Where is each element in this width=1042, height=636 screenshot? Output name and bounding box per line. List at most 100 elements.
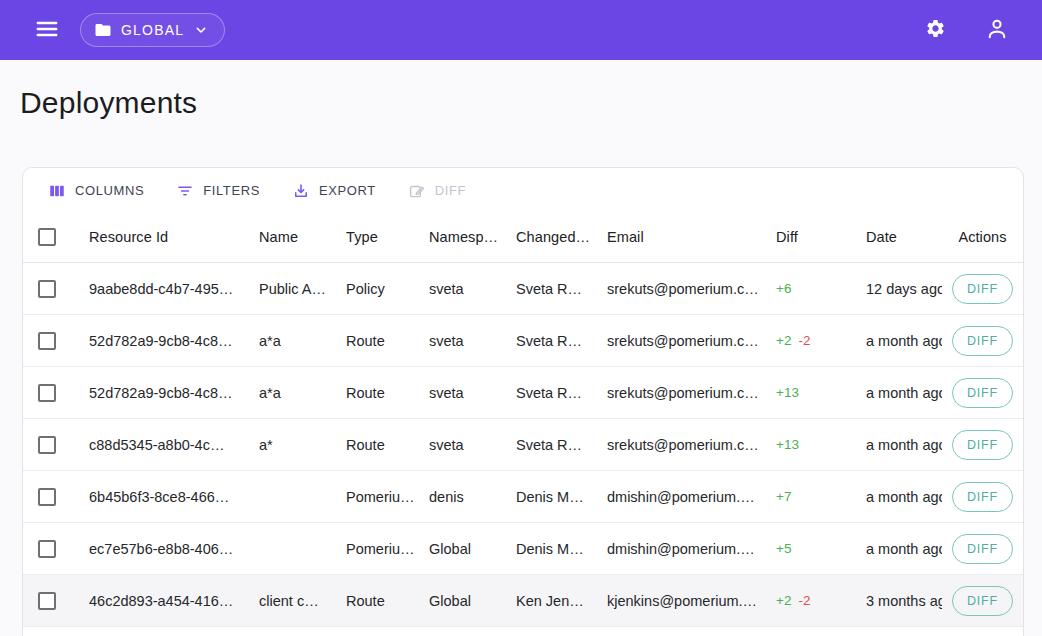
cell-select [23,591,89,609]
table-row[interactable]: c88d5345-a8b0-4c… a* Route sveta Sveta R… [23,419,1023,471]
row-diff-button[interactable]: DIFF [952,430,1013,460]
table-row[interactable]: 46c2d893-a454-416… client c… Route Globa… [23,575,1023,627]
row-diff-button[interactable]: DIFF [952,482,1013,512]
cell-email: srekuts@pomerium.c… [607,281,776,297]
row-diff-button[interactable]: DIFF [952,326,1013,356]
cell-changed-by: Denis M… [516,541,607,557]
cell-name: client c… [259,593,346,609]
namespace-label: GLOBAL [121,22,184,38]
account-button[interactable] [980,13,1014,47]
cell-diff: +5 [776,541,866,556]
table-row[interactable]: ec7e57b6-e8b8-406… Pomeriu… Global Denis… [23,523,1023,575]
cell-date: 3 months ago [866,593,942,609]
table-row[interactable]: 52d782a9-9cb8-4c8… a*a Route sveta Sveta… [23,367,1023,419]
filters-button-label: FILTERS [203,183,260,198]
cell-actions: DIFF [942,482,1023,512]
column-header-changed-by: Changed… [516,229,607,245]
table-toolbar: COLUMNS FILTERS EXPORT DIFF [23,168,1023,211]
select-all-checkbox[interactable] [38,228,56,246]
cell-email: srekuts@pomerium.c… [607,385,776,401]
cell-namespace: denis [429,489,516,505]
cell-namespace: Global [429,541,516,557]
column-header-date: Date [866,229,942,245]
deployments-card: COLUMNS FILTERS EXPORT DIFF [22,167,1024,636]
cell-changed-by: Sveta R… [516,333,607,349]
diff-added: +2 [776,333,791,348]
cell-date: a month ago [866,333,942,349]
column-header-namespace: Namesp… [429,229,516,245]
cell-changed-by: Denis M… [516,489,607,505]
cell-type: Policy [346,281,429,297]
cell-select [23,383,89,401]
folder-icon [94,21,112,39]
row-diff-button[interactable]: DIFF [952,274,1013,304]
cell-namespace: sveta [429,385,516,401]
cell-date: a month ago [866,437,942,453]
cell-actions: DIFF [942,378,1023,408]
row-checkbox[interactable] [38,280,56,298]
cell-date: 12 days ago [866,281,942,297]
cell-name: a* [259,437,346,453]
export-button-label: EXPORT [319,183,376,198]
cell-resource-id: 6b45b6f3-8ce8-466… [89,489,259,505]
table-body: 9aabe8dd-c4b7-495… Public A… Policy svet… [23,263,1023,627]
row-checkbox[interactable] [38,540,56,558]
diff-added: +7 [776,489,791,504]
cell-namespace: sveta [429,437,516,453]
cell-type: Pomeriu… [346,489,429,505]
export-button[interactable]: EXPORT [279,175,389,207]
column-header-type: Type [346,229,429,245]
cell-date: a month ago [866,385,942,401]
table-row[interactable]: 6b45b6f3-8ce8-466… Pomeriu… denis Denis … [23,471,1023,523]
row-diff-button[interactable]: DIFF [952,586,1013,616]
columns-button[interactable]: COLUMNS [35,175,157,207]
diff-added: +13 [776,385,799,400]
diff-toolbar-button-label: DIFF [435,183,466,198]
chevron-down-icon [193,22,209,38]
page-title: Deployments [20,86,1042,120]
cell-email: srekuts@pomerium.c… [607,333,776,349]
cell-type: Route [346,437,429,453]
row-diff-button[interactable]: DIFF [952,378,1013,408]
cell-diff: +6 [776,281,866,296]
filters-button[interactable]: FILTERS [163,175,273,207]
cell-diff: +13 [776,385,866,400]
column-header-resource-id: Resource Id [89,229,259,245]
cell-resource-id: c88d5345-a8b0-4c… [89,437,259,453]
row-diff-button[interactable]: DIFF [952,534,1013,564]
cell-type: Route [346,385,429,401]
settings-button[interactable] [918,13,952,47]
cell-changed-by: Sveta R… [516,281,607,297]
diff-removed: -2 [798,593,810,608]
cell-namespace: Global [429,593,516,609]
edit-icon [408,182,426,200]
cell-actions: DIFF [942,326,1023,356]
cell-actions: DIFF [942,586,1023,616]
cell-actions: DIFF [942,430,1023,460]
cell-name: a*a [259,385,346,401]
diff-added: +6 [776,281,791,296]
gear-icon [925,18,946,42]
cell-select [23,487,89,505]
diff-added: +2 [776,593,791,608]
app-bar: GLOBAL [0,0,1042,60]
person-icon [984,16,1010,45]
table-row[interactable]: 52d782a9-9cb8-4c8… a*a Route sveta Sveta… [23,315,1023,367]
row-checkbox[interactable] [38,384,56,402]
column-header-name: Name [259,229,346,245]
row-checkbox[interactable] [38,488,56,506]
row-checkbox[interactable] [38,332,56,350]
cell-diff: +7 [776,489,866,504]
cell-email: srekuts@pomerium.c… [607,437,776,453]
row-checkbox[interactable] [38,592,56,610]
table-row[interactable]: 9aabe8dd-c4b7-495… Public A… Policy svet… [23,263,1023,315]
menu-button[interactable] [30,13,64,47]
namespace-selector[interactable]: GLOBAL [80,13,225,47]
diff-toolbar-button[interactable]: DIFF [395,175,479,207]
cell-resource-id: 52d782a9-9cb8-4c8… [89,333,259,349]
row-checkbox[interactable] [38,436,56,454]
table-header-row: Resource Id Name Type Namesp… Changed… E… [23,211,1023,263]
cell-date: a month ago [866,541,942,557]
cell-namespace: sveta [429,333,516,349]
diff-removed: -2 [798,333,810,348]
